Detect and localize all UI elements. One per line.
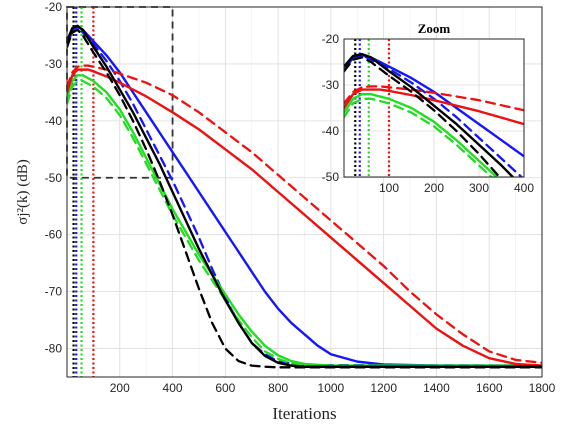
inset-x-tick-label: 200 [424,181,444,195]
inset-series-black-dashed [344,56,501,177]
x-tick-label: 200 [110,381,130,395]
main-tick-labels: 200 400 600 800 1000 1200 1400 1600 1800 -80 -70 -6… [45,0,556,395]
main-axes-frame [66,6,543,378]
inset-x-tick-label: 400 [514,181,534,195]
x-tick-label: 1000 [318,381,345,395]
inset-series-green-solid [344,92,499,177]
main-series-black-solid [67,24,542,368]
x-tick-label: 1800 [529,381,556,395]
inset-x-tick-label: 300 [469,181,489,195]
main-series-blue-solid [67,25,542,367]
inset-series-blue-solid [344,53,524,158]
y-tick-label: -40 [45,114,63,128]
x-tick-label: 600 [215,381,235,395]
inset-y-tick-label: -30 [322,78,340,92]
x-tick-label: 1400 [423,381,450,395]
y-tick-label: -60 [45,228,63,242]
y-axis-label: σj²(k) (dB) [15,159,31,225]
y-tick-label: -20 [45,0,63,14]
zoom-inset-chart: 100 200 300 400 -50 -40 -30 -20 Zoom [322,21,535,195]
main-series-red-dashed [67,64,542,364]
main-series-green-dashed [67,79,542,367]
inset-x-tick-label: 100 [379,181,399,195]
inset-axes-frame [343,38,525,178]
x-axis-label: Iterations [272,404,336,423]
main-vertical-markers [72,7,95,377]
y-tick-label: -50 [45,171,63,185]
x-tick-label: 1600 [476,381,503,395]
inset-y-tick-label: -20 [322,32,340,46]
inset-series-black-solid [344,52,515,177]
inset-y-tick-label: -50 [322,170,340,184]
inset-series-group [344,52,524,177]
y-tick-label: -70 [45,285,63,299]
main-series-green-solid [67,74,542,367]
y-axis-label-group: σj²(k) (dB) [15,159,31,225]
x-tick-label: 800 [268,381,288,395]
inset-tick-labels: 100 200 300 400 -50 -40 -30 -20 [322,32,535,195]
x-tick-label: 1200 [370,381,397,395]
main-series-black-dashed [67,28,542,369]
inset-series-blue-dashed [344,53,524,177]
inset-y-tick-label: -40 [322,124,340,138]
x-tick-label: 400 [163,381,183,395]
main-series-group [67,24,542,369]
y-tick-label: -30 [45,57,63,71]
y-tick-label: -80 [45,342,63,356]
inset-title: Zoom [418,21,451,36]
main-series-red-solid [67,68,542,367]
inset-series-red-solid [344,88,524,126]
